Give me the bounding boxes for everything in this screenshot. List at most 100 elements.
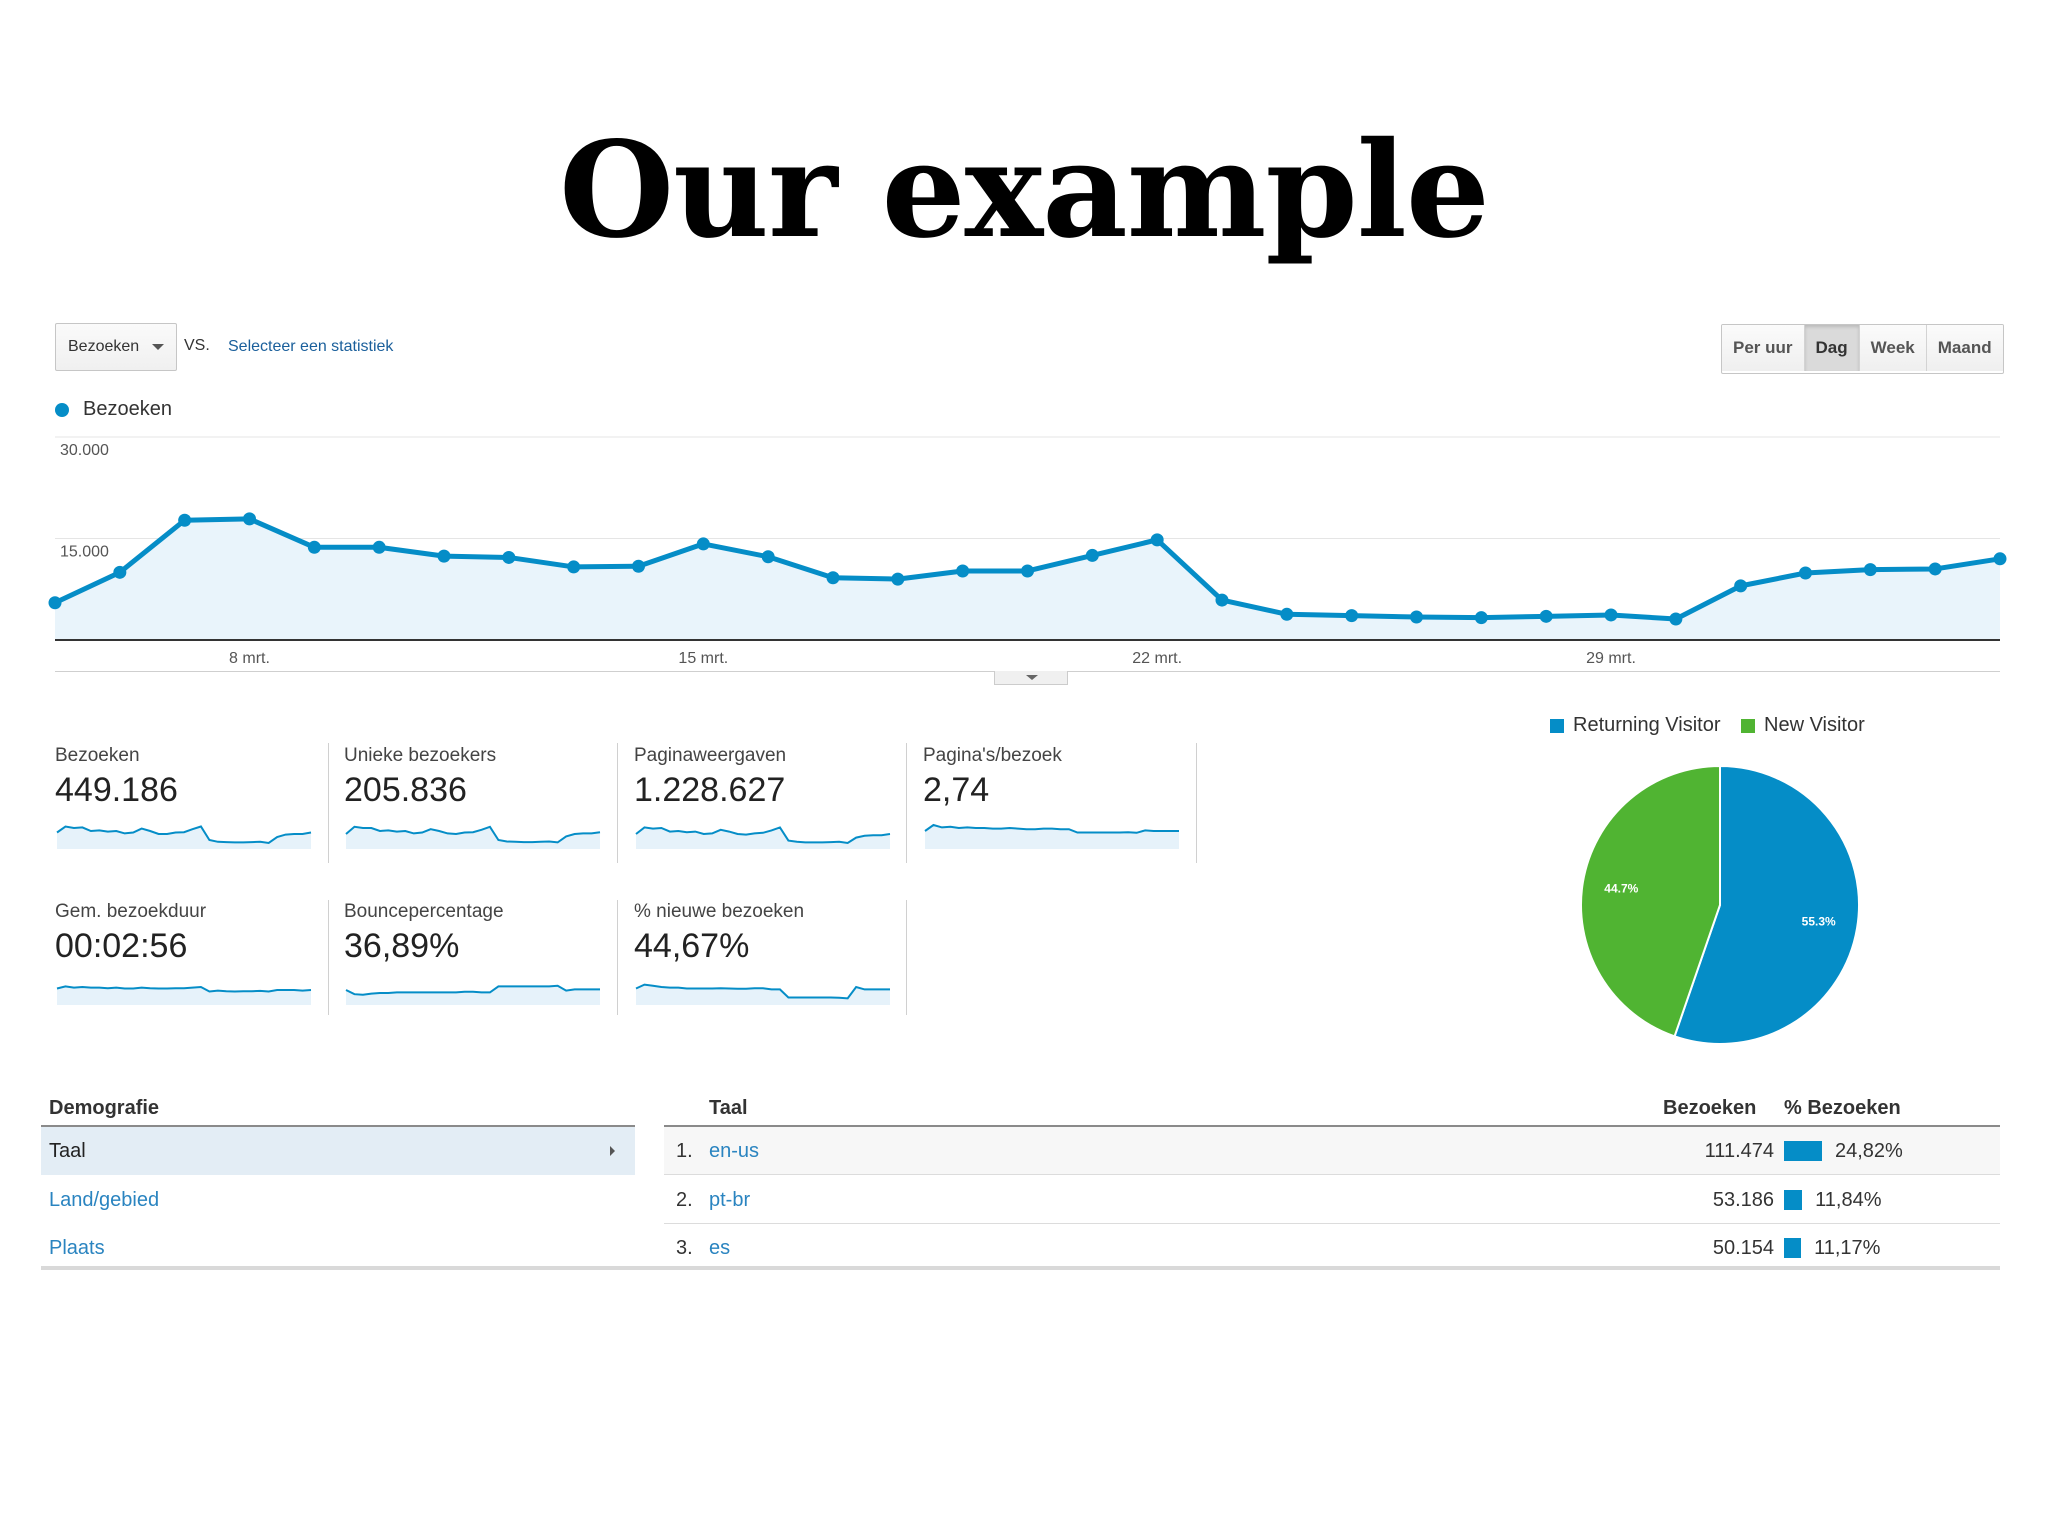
scorecard-sparkline [56, 825, 312, 849]
language-link[interactable]: pt-br [709, 1189, 751, 1211]
data-point[interactable] [567, 560, 581, 574]
visits-share-bar [1784, 1238, 1802, 1258]
scorecard-sparkline [924, 823, 1179, 849]
data-point[interactable] [1539, 609, 1553, 623]
data-point[interactable] [956, 564, 970, 578]
data-point[interactable] [761, 550, 775, 564]
data-point[interactable] [696, 537, 710, 551]
dropdown-arrow-icon [152, 344, 164, 350]
sparkline-area [57, 986, 311, 1005]
data-point[interactable] [48, 596, 62, 610]
data-point[interactable] [178, 513, 192, 527]
data-point[interactable] [891, 572, 905, 586]
sparkline-line [924, 823, 1179, 834]
scorecard[interactable]: Bouncepercentage 36,89% [344, 901, 632, 1041]
data-point[interactable] [632, 559, 645, 573]
data-point[interactable] [437, 549, 451, 563]
data-point[interactable] [1799, 566, 1812, 580]
data-point[interactable] [502, 550, 516, 564]
select-statistic-link[interactable]: Selecteer een statistiek [228, 338, 394, 355]
demography-item-label: Taal [49, 1140, 86, 1162]
series-area [55, 518, 2000, 640]
data-point[interactable] [1669, 612, 1683, 626]
data-point[interactable] [1021, 564, 1034, 578]
visits-value: 50.154 [1712, 1237, 1774, 1259]
x-tick-label: 15 mrt. [678, 650, 728, 667]
scorecard-sparkline [345, 984, 600, 1005]
sparkline-area [925, 825, 1179, 849]
sparkline-area [346, 985, 600, 1005]
data-point[interactable] [1993, 552, 2007, 566]
scorecard[interactable]: Pagina's/bezoek 2,74 [923, 745, 1211, 885]
visits-percent-value: 11,84% [1815, 1189, 1882, 1211]
scorecard[interactable]: Paginaweergaven 1.228.627 [634, 745, 922, 885]
data-point[interactable] [1345, 609, 1359, 623]
period-week-button[interactable]: Week [1859, 325, 1927, 371]
pie-legend-label: Returning Visitor [1573, 714, 1721, 736]
data-point[interactable] [307, 540, 321, 554]
demography-item-language[interactable]: Taal [41, 1127, 635, 1175]
scorecard-sparkline [56, 985, 312, 1005]
scorecard-label: Unieke bezoekers [344, 745, 497, 766]
period-month-button[interactable]: Maand [1926, 325, 2003, 371]
data-point[interactable] [1734, 579, 1748, 593]
period-day-button[interactable]: Dag [1804, 325, 1860, 371]
x-tick-label: 29 mrt. [1586, 650, 1636, 667]
demography-item-city[interactable]: Plaats [49, 1237, 105, 1259]
language-link[interactable]: en-us [709, 1140, 760, 1162]
data-point[interactable] [1604, 608, 1618, 622]
data-point[interactable] [372, 540, 386, 554]
visits-percent-column-header[interactable]: % Bezoeken [1784, 1097, 1901, 1119]
metric-select[interactable]: Bezoeken [55, 323, 177, 371]
data-point[interactable] [1474, 611, 1488, 625]
data-point[interactable] [1215, 593, 1229, 607]
pie-slice[interactable] [1580, 764, 1721, 1038]
data-point[interactable] [1280, 607, 1294, 621]
scorecard-value: 44,67% [634, 927, 750, 965]
period-hour-button[interactable]: Per uur [1722, 325, 1805, 371]
pie-legend-returning: Returning Visitor [1550, 714, 1720, 737]
x-tick-label: 22 mrt. [1132, 650, 1182, 667]
visits-value: 53.186 [1712, 1189, 1774, 1211]
data-point[interactable] [1863, 563, 1877, 577]
vs-label: VS. [184, 337, 210, 354]
table-row: 1. en-us 111.474 24,82% [664, 1127, 2000, 1175]
sparkline-line [56, 985, 312, 993]
chevron-right-icon [610, 1146, 615, 1156]
scorecard[interactable]: Gem. bezoekduur 00:02:56 [55, 901, 343, 1041]
data-point[interactable] [1410, 610, 1423, 624]
scorecard-value: 1.228.627 [634, 771, 786, 809]
visits-share-bar [1784, 1190, 1803, 1210]
scorecard-divider [906, 900, 907, 1015]
scorecard-label: Bouncepercentage [344, 901, 504, 922]
sparkline-line [56, 825, 312, 845]
table-bottom-rule [41, 1266, 2000, 1270]
visits-column-header[interactable]: Bezoeken [1663, 1097, 1757, 1119]
demography-item-country[interactable]: Land/gebied [49, 1189, 160, 1211]
data-point[interactable] [826, 571, 840, 585]
scorecard[interactable]: % nieuwe bezoeken 44,67% [634, 901, 922, 1041]
data-point[interactable] [1085, 548, 1099, 562]
scorecard-value: 2,74 [923, 771, 990, 809]
row-separator [664, 1174, 2000, 1175]
language-link[interactable]: es [709, 1237, 731, 1259]
visitor-type-pie-chart: 55.3% 44.7% [1580, 764, 1860, 1045]
metric-select-value: Bezoeken [68, 338, 140, 355]
scorecard-value: 00:02:56 [55, 927, 188, 965]
data-point[interactable] [1150, 533, 1164, 547]
table-row: 2. pt-br 53.186 11,84% [664, 1176, 2000, 1224]
scorecard[interactable]: Bezoeken 449.186 [55, 745, 343, 885]
scorecard-value: 449.186 [55, 771, 178, 809]
series-legend-dot-icon [55, 403, 69, 417]
data-point[interactable] [113, 565, 127, 579]
row-index: 2. [676, 1189, 693, 1211]
language-table-header-rule [664, 1125, 2000, 1127]
scorecard-divider [328, 743, 329, 863]
chart-collapse-handle[interactable] [994, 671, 1068, 685]
data-point[interactable] [243, 512, 256, 526]
pie-legend-label: New Visitor [1764, 714, 1865, 736]
data-point[interactable] [1928, 562, 1942, 576]
scorecard[interactable]: Unieke bezoekers 205.836 [344, 745, 632, 885]
series-legend-label: Bezoeken [83, 398, 172, 420]
